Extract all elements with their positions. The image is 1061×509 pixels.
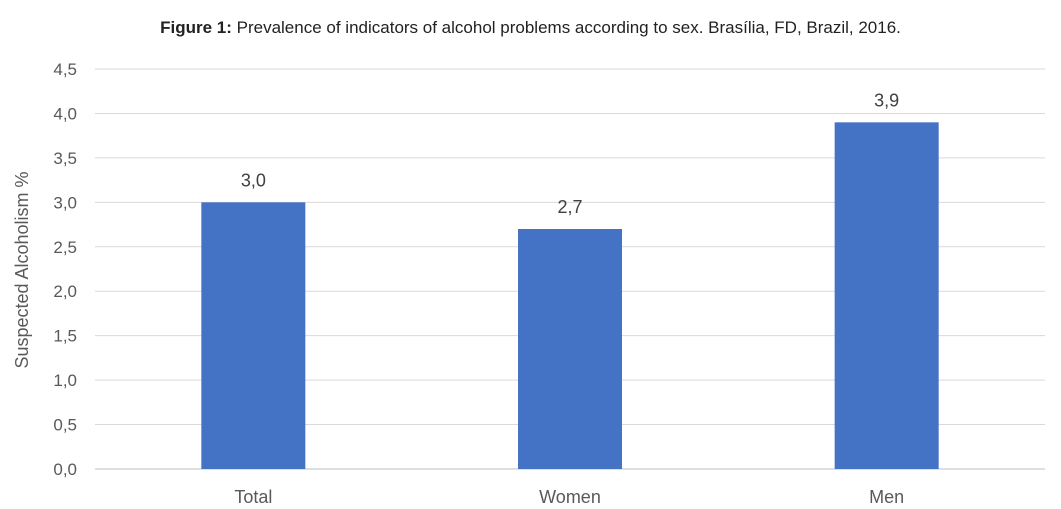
data-labels: 3,0 2,7 3,9 [241,90,899,217]
y-tick-label: 1,0 [53,371,77,390]
y-tick-label: 4,5 [53,60,77,79]
figure-caption: Prevalence of indicators of alcohol prob… [236,18,901,37]
y-tick-label: 4,0 [53,104,77,123]
y-tick-label: 0,0 [53,460,77,479]
x-axis-ticks: Total Women Men [234,487,904,507]
y-tick-label: 2,5 [53,238,77,257]
x-tick-label: Men [869,487,904,507]
bars [201,122,939,470]
bar-women [518,229,622,469]
y-tick-label: 3,5 [53,149,77,168]
bar-men [834,122,939,469]
y-tick-label: 1,5 [53,327,77,346]
y-tick-label: 3,0 [53,193,77,212]
y-axis-label: Suspected Alcoholism % [12,171,32,368]
data-label: 3,0 [241,170,266,190]
figure-label: Figure 1: [160,18,232,37]
data-label: 2,7 [557,197,582,217]
x-tick-label: Total [234,487,272,507]
y-tick-label: 2,0 [53,282,77,301]
x-tick-label: Women [539,487,601,507]
chart-title: Figure 1: Prevalence of indicators of al… [0,18,1061,38]
y-tick-label: 0,5 [53,416,77,435]
y-axis-ticks: 0,0 0,5 1,0 1,5 2,0 2,5 3,0 3,5 4,0 4,5 [53,60,77,479]
bar-total [201,202,306,470]
data-label: 3,9 [874,90,899,110]
